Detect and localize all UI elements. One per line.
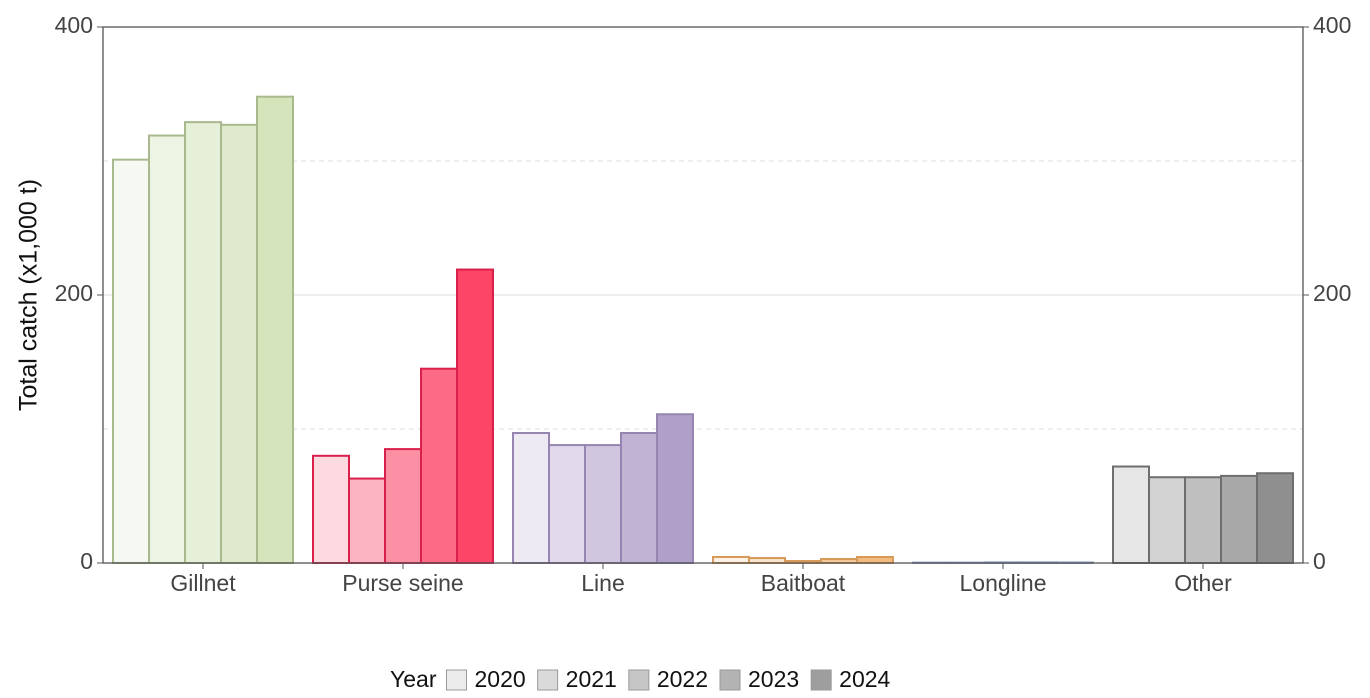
x-tick-label: Line <box>581 570 624 596</box>
y2-tick-label: 200 <box>1313 280 1351 306</box>
bar <box>857 557 893 563</box>
y2-tick-label: 0 <box>1313 548 1326 574</box>
bar <box>313 456 349 563</box>
bar <box>549 445 585 563</box>
bar <box>221 125 257 563</box>
legend-title: Year <box>390 666 437 692</box>
x-tick-label: Longline <box>960 570 1047 596</box>
bar <box>621 433 657 563</box>
bar <box>1113 467 1149 563</box>
bar <box>185 122 221 563</box>
legend-swatch <box>446 670 466 690</box>
legend-label: 2022 <box>657 666 708 692</box>
bar <box>349 479 385 563</box>
bar <box>1221 476 1257 563</box>
bar <box>457 270 493 563</box>
legend-label: 2023 <box>748 666 799 692</box>
bar <box>1185 477 1221 563</box>
bar <box>585 445 621 563</box>
y-tick-label: 400 <box>55 12 93 38</box>
bar <box>257 97 293 563</box>
y-tick-label: 0 <box>80 548 93 574</box>
bar <box>1257 473 1293 563</box>
legend-label: 2020 <box>474 666 525 692</box>
y-axis-label: Total catch (x1,000 t) <box>15 179 43 411</box>
bar <box>421 369 457 563</box>
legend-swatch <box>538 670 558 690</box>
bar <box>385 449 421 563</box>
legend-swatch <box>811 670 831 690</box>
legend-label: 2024 <box>839 666 890 692</box>
bar <box>713 557 749 563</box>
y2-tick-label: 400 <box>1313 12 1351 38</box>
x-tick-label: Purse seine <box>342 570 463 596</box>
bar <box>513 433 549 563</box>
bar <box>749 558 785 563</box>
y-tick-label: 200 <box>55 280 93 306</box>
bar <box>149 136 185 563</box>
legend-label: 2021 <box>566 666 617 692</box>
bar <box>657 414 693 563</box>
legend-swatch <box>720 670 740 690</box>
x-tick-label: Baitboat <box>761 570 846 596</box>
x-tick-label: Other <box>1174 570 1232 596</box>
legend-swatch <box>629 670 649 690</box>
bar <box>113 160 149 563</box>
x-tick-label: Gillnet <box>170 570 236 596</box>
bar <box>1149 477 1185 563</box>
